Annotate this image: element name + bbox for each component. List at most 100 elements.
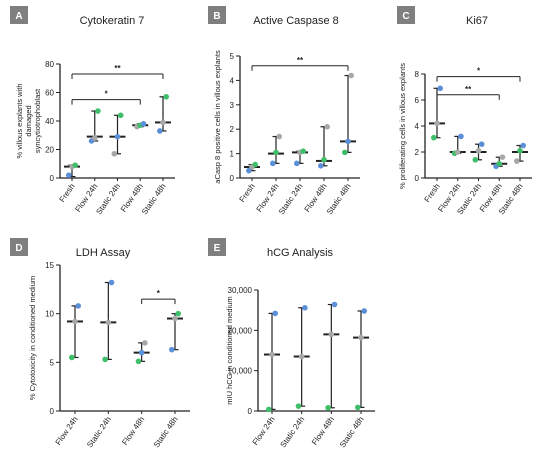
data-point-b bbox=[342, 149, 348, 156]
data-point-d bbox=[69, 354, 75, 361]
y-tick-label-c: 4 bbox=[415, 122, 420, 131]
x-tick-label-b: Static 24h bbox=[277, 182, 305, 216]
data-point-a bbox=[157, 128, 163, 134]
x-tick-label-d: Flow 24h bbox=[54, 415, 80, 447]
panel-letter-c: C bbox=[402, 11, 409, 22]
data-point-d bbox=[108, 279, 115, 286]
data-point-b bbox=[345, 138, 351, 145]
y-tick-label-a: 60 bbox=[45, 89, 54, 98]
y-tick-label-a: 80 bbox=[45, 60, 54, 69]
y-axis-label-c: % proliferating cells in villous explant… bbox=[398, 63, 407, 189]
y-axis-label-a: syncytiotrophoblast bbox=[33, 88, 42, 153]
data-point-b bbox=[321, 156, 327, 163]
sig-label-c: ** bbox=[465, 85, 472, 94]
y-axis-label-e: mIU hCG in conditioned medium bbox=[225, 296, 234, 404]
y-tick-label-c: 2 bbox=[415, 148, 420, 157]
sig-label-c: * bbox=[477, 67, 481, 76]
data-point-a bbox=[163, 93, 169, 100]
data-point-b bbox=[273, 149, 279, 156]
data-point-e bbox=[358, 334, 364, 341]
data-point-e bbox=[331, 301, 338, 308]
y-tick-label-b: 5 bbox=[230, 52, 235, 61]
y-tick-label-b: 2 bbox=[230, 125, 235, 134]
data-point-c bbox=[475, 147, 482, 154]
x-tick-label-b: Flow 24h bbox=[255, 182, 281, 214]
panel-badge-e bbox=[208, 238, 226, 256]
y-tick-label-c: 6 bbox=[415, 96, 420, 105]
data-point-e bbox=[361, 308, 368, 314]
x-tick-label-a: Fresh bbox=[58, 182, 77, 204]
data-point-a bbox=[95, 108, 101, 114]
data-point-c bbox=[458, 133, 464, 140]
data-point-d bbox=[138, 349, 145, 356]
data-point-c bbox=[434, 120, 440, 127]
data-point-b bbox=[246, 167, 252, 174]
x-tick-label-d: Static 24h bbox=[85, 415, 113, 449]
sig-label-a: ** bbox=[114, 64, 121, 73]
y-tick-label-b: 4 bbox=[230, 76, 235, 85]
data-point-d bbox=[169, 346, 175, 353]
data-point-b bbox=[294, 160, 300, 167]
y-axis-label-a: % villous explants with bbox=[15, 83, 24, 158]
y-tick-label-a: 0 bbox=[50, 174, 55, 183]
data-point-c bbox=[514, 158, 520, 164]
data-point-e bbox=[295, 403, 302, 409]
data-point-c bbox=[478, 141, 485, 147]
x-tick-label-e: Static 48h bbox=[338, 415, 366, 449]
panel-badge-b bbox=[208, 6, 226, 24]
x-tick-label-d: Static 48h bbox=[152, 415, 180, 449]
panel-a: A Cytokeratin 7 0 20 40 60 80 % villous explant… bbox=[10, 6, 175, 216]
x-tick-label-e: Static 24h bbox=[279, 415, 307, 449]
data-point-a bbox=[114, 133, 121, 140]
data-point-c bbox=[517, 147, 523, 154]
data-point-e bbox=[266, 406, 272, 413]
panel-c: C Ki67 0 2 4 6 8 % proliferating cells in villo… bbox=[397, 6, 532, 216]
panel-letter-b: B bbox=[213, 11, 220, 22]
y-tick-label-e: 10,000 bbox=[228, 367, 253, 376]
sig-label-d: * bbox=[157, 289, 161, 298]
data-point-b bbox=[276, 133, 283, 140]
y-tick-label-a: 40 bbox=[45, 117, 54, 126]
panel-b: B Active Caspase 8 0 1 2 3 4 5 aCasp 8 positive … bbox=[208, 6, 360, 216]
data-point-d bbox=[105, 319, 112, 326]
data-point-c bbox=[431, 134, 437, 141]
data-point-d bbox=[135, 358, 142, 365]
data-point-a bbox=[72, 162, 78, 168]
panel-badge-c bbox=[397, 6, 415, 24]
y-axis-label-b: aCasp 8 positive cells in villous explan… bbox=[213, 50, 222, 184]
data-point-e bbox=[328, 331, 335, 338]
x-tick-label-d: Flow 48h bbox=[120, 415, 146, 447]
y-tick-label-d: 5 bbox=[50, 358, 55, 367]
data-point-b bbox=[252, 161, 258, 168]
x-tick-label-b: Fresh bbox=[238, 182, 257, 204]
data-point-b bbox=[318, 163, 324, 169]
panel-d: D LDH Assay 0 5 10 15 % Cytotoxicity in condit… bbox=[10, 238, 190, 449]
sig-label-b: ** bbox=[297, 56, 304, 65]
data-point-d bbox=[172, 315, 178, 322]
x-tick-label-b: Static 48h bbox=[325, 182, 353, 216]
data-point-c bbox=[499, 154, 506, 160]
panel-title-b: Active Caspase 8 bbox=[253, 15, 339, 27]
y-tick-label-e: 0 bbox=[248, 407, 253, 416]
data-point-a bbox=[117, 112, 124, 119]
y-tick-label-b: 0 bbox=[230, 174, 235, 183]
x-tick-label-e: Flow 24h bbox=[251, 415, 277, 447]
panel-letter-a: A bbox=[15, 11, 22, 22]
data-point-e bbox=[269, 351, 275, 358]
data-point-b bbox=[348, 72, 355, 79]
panel-badge-a bbox=[10, 6, 28, 24]
data-point-a bbox=[111, 150, 118, 157]
x-tick-label-c: Fresh bbox=[423, 182, 442, 204]
data-point-d bbox=[72, 318, 78, 325]
data-point-b bbox=[270, 160, 276, 167]
y-tick-label-e: 30,000 bbox=[228, 286, 253, 295]
y-tick-label-e: 20,000 bbox=[228, 326, 253, 335]
data-point-e bbox=[355, 404, 361, 411]
data-point-a bbox=[66, 172, 72, 178]
data-point-e bbox=[302, 304, 308, 311]
data-point-e bbox=[272, 310, 279, 317]
data-point-e bbox=[298, 353, 305, 360]
